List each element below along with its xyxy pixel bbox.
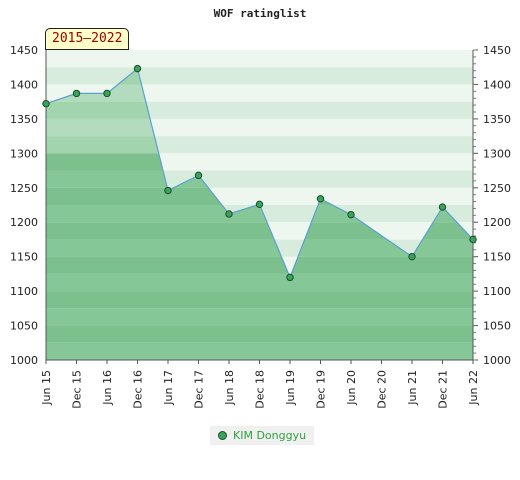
background-band — [46, 101, 473, 119]
x-tick-label: Jun 16 — [101, 370, 114, 406]
data-point — [194, 171, 203, 180]
data-point — [133, 64, 142, 73]
x-tick-label: Jun 15 — [40, 370, 53, 406]
data-point — [164, 186, 172, 195]
series-line — [45, 67, 474, 279]
data-point — [469, 235, 477, 244]
y-tick-label-left: 1200 — [10, 216, 38, 229]
x-tick-label: Jun 18 — [223, 370, 236, 406]
y-tick-label-right: 1400 — [483, 78, 511, 91]
legend-label: KIM Donggyu — [233, 429, 307, 442]
x-tick-label: Dec 18 — [254, 370, 267, 409]
area-band — [46, 342, 473, 360]
data-point — [255, 200, 264, 209]
data-point — [42, 100, 50, 108]
data-point — [316, 195, 325, 203]
data-point — [72, 89, 81, 98]
y-axis-right: 1000 1050 1100 1150 1200 1250 1300 1350 1400 1450 — [473, 44, 511, 367]
x-tick-label: Jun 21 — [406, 370, 419, 406]
x-tick-label: Dec 21 — [437, 370, 450, 409]
y-tick-label-right: 1450 — [483, 44, 511, 57]
area-band — [46, 273, 473, 292]
area-band — [46, 222, 473, 240]
data-point — [103, 89, 111, 98]
area-band — [46, 239, 473, 257]
y-tick-label-left: 1050 — [10, 320, 38, 333]
x-tick-label: Jun 17 — [162, 370, 175, 406]
y-tick-label-right: 1300 — [483, 147, 511, 160]
background-band — [46, 50, 473, 68]
series-points — [42, 64, 477, 282]
y-axis-left: 1000 1050 1100 1150 1200 1250 1300 1350 1400 1450 — [10, 44, 38, 367]
y-tick-label-right: 1100 — [483, 285, 511, 298]
y-tick-label-right: 1200 — [483, 216, 511, 229]
area-band — [46, 325, 473, 343]
y-tick-label-left: 1300 — [10, 147, 38, 160]
y-tick-label-right: 1350 — [483, 113, 511, 126]
y-tick-label-left: 1250 — [10, 182, 38, 195]
area-band — [46, 256, 473, 274]
y-tick-label-left: 1400 — [10, 78, 38, 91]
period-badge: 2015–2022 — [45, 28, 130, 50]
x-axis: Jun 15 Dec 15 Jun 16 Dec 16 Jun 17 Dec 17 Jun … — [40, 360, 480, 409]
y-tick-label-left: 1350 — [10, 113, 38, 126]
data-point — [286, 273, 294, 282]
legend-marker — [218, 431, 227, 440]
y-tick-label-left: 1000 — [10, 354, 38, 367]
data-point — [438, 203, 447, 211]
background-band — [46, 67, 473, 85]
chart-title: WOF ratinglist — [214, 7, 307, 20]
legend[interactable]: KIM Donggyu — [210, 426, 315, 445]
y-tick-label-left: 1450 — [10, 44, 38, 57]
x-tick-label: Dec 16 — [132, 370, 145, 409]
data-point — [347, 210, 355, 219]
x-tick-label: Jun 20 — [345, 370, 358, 406]
x-tick-label: Jun 19 — [284, 370, 297, 406]
x-tick-label: Dec 17 — [193, 370, 206, 409]
data-point — [225, 210, 233, 218]
y-tick-label-left: 1100 — [10, 285, 38, 298]
y-tick-label-right: 1050 — [483, 320, 511, 333]
area-band — [46, 308, 473, 326]
y-tick-label-right: 1150 — [483, 251, 511, 264]
background-band — [46, 84, 473, 102]
x-tick-label: Dec 19 — [315, 370, 328, 409]
y-tick-label-right: 1250 — [483, 182, 511, 195]
series-polyline — [45, 67, 474, 279]
x-tick-label: Dec 15 — [71, 370, 84, 409]
data-point — [408, 252, 416, 261]
y-tick-label-right: 1000 — [483, 354, 511, 367]
y-tick-label-left: 1150 — [10, 251, 38, 264]
x-tick-label: Dec 20 — [376, 370, 389, 409]
area-band — [46, 291, 473, 309]
x-tick-label: Jun 22 — [467, 370, 480, 406]
